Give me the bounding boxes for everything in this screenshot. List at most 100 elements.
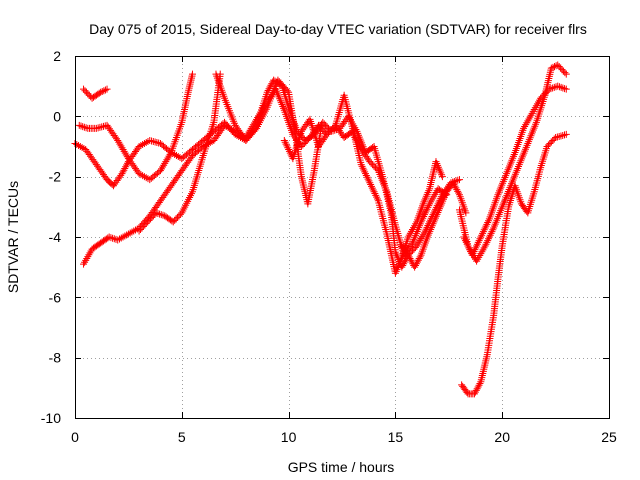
data-point — [315, 121, 323, 129]
data-point — [561, 69, 569, 77]
data-point — [361, 170, 369, 178]
data-point — [117, 142, 125, 150]
data-point — [283, 142, 291, 150]
data-point — [468, 251, 476, 259]
data-point — [359, 164, 367, 172]
data-point — [146, 215, 154, 223]
data-point — [267, 81, 275, 89]
data-point — [158, 165, 166, 173]
data-point — [286, 149, 294, 157]
data-point — [357, 161, 365, 169]
data-point — [316, 123, 324, 131]
data-point — [115, 138, 123, 146]
data-point — [100, 87, 108, 95]
data-point — [84, 90, 92, 98]
data-point — [148, 137, 156, 145]
data-point — [554, 61, 562, 69]
data-point — [453, 186, 461, 194]
data-point — [370, 188, 378, 196]
data-point — [139, 172, 147, 180]
data-point — [77, 122, 85, 130]
data-point — [164, 154, 172, 162]
data-point — [367, 159, 375, 167]
data-point — [99, 122, 107, 130]
data-point — [137, 225, 145, 233]
data-point — [488, 228, 496, 236]
data-point — [474, 383, 482, 391]
data-point — [253, 115, 261, 123]
data-point — [165, 152, 173, 160]
data-point — [455, 176, 463, 184]
data-point — [438, 173, 446, 181]
data-point — [169, 218, 177, 226]
data-point — [541, 90, 549, 98]
data-point — [475, 381, 483, 389]
y-tick-label: -6 — [49, 289, 62, 305]
data-series — [135, 70, 224, 235]
data-point — [545, 85, 553, 93]
data-point — [412, 261, 420, 269]
x-tick-label: 10 — [281, 429, 297, 445]
data-point — [480, 226, 488, 234]
data-point — [473, 242, 481, 250]
data-point — [471, 388, 479, 396]
data-point — [114, 136, 122, 144]
data-point — [538, 93, 546, 101]
data-point — [188, 70, 196, 78]
data-point — [282, 140, 290, 148]
data-point — [142, 219, 150, 227]
data-point — [484, 237, 492, 245]
data-point — [368, 184, 376, 192]
data-point — [463, 240, 471, 248]
data-point — [96, 123, 104, 131]
data-point — [454, 176, 462, 184]
data-point — [469, 249, 477, 257]
data-point — [116, 140, 124, 148]
data-point — [300, 139, 308, 147]
x-axis-label: GPS time / hours — [288, 459, 395, 475]
data-point — [163, 156, 171, 164]
data-point — [76, 143, 84, 150]
data-point — [367, 181, 375, 189]
data-point — [406, 255, 414, 263]
data-point — [424, 203, 432, 211]
data-point — [98, 87, 106, 95]
data-point — [561, 85, 569, 93]
data-point — [319, 118, 327, 126]
data-point — [449, 179, 457, 187]
data-point — [140, 173, 148, 181]
data-markers — [71, 61, 570, 398]
data-series — [280, 91, 446, 277]
data-point — [323, 130, 331, 138]
data-point — [369, 186, 377, 194]
data-point — [537, 94, 545, 102]
data-point — [109, 234, 117, 242]
data-point — [119, 146, 127, 154]
y-tick-label: -4 — [49, 229, 62, 245]
data-point — [121, 149, 129, 157]
data-point — [550, 83, 558, 91]
data-point — [472, 386, 480, 394]
data-point — [451, 182, 459, 190]
data-point — [172, 215, 180, 223]
data-point — [549, 136, 557, 144]
data-point — [166, 150, 174, 158]
data-point — [362, 171, 370, 179]
data-point — [465, 244, 473, 252]
data-point — [303, 136, 311, 144]
y-tick-label: -8 — [49, 350, 62, 366]
data-point — [114, 236, 122, 244]
data-series — [458, 130, 570, 398]
data-point — [103, 85, 111, 93]
y-tick-label: 2 — [53, 48, 61, 64]
data-point — [371, 164, 379, 172]
data-point — [152, 209, 160, 217]
data-point — [139, 222, 147, 230]
data-point — [483, 238, 491, 246]
data-point — [479, 228, 487, 236]
data-point — [482, 240, 490, 248]
data-point — [464, 242, 472, 250]
data-point — [121, 232, 129, 240]
data-point — [461, 235, 469, 243]
